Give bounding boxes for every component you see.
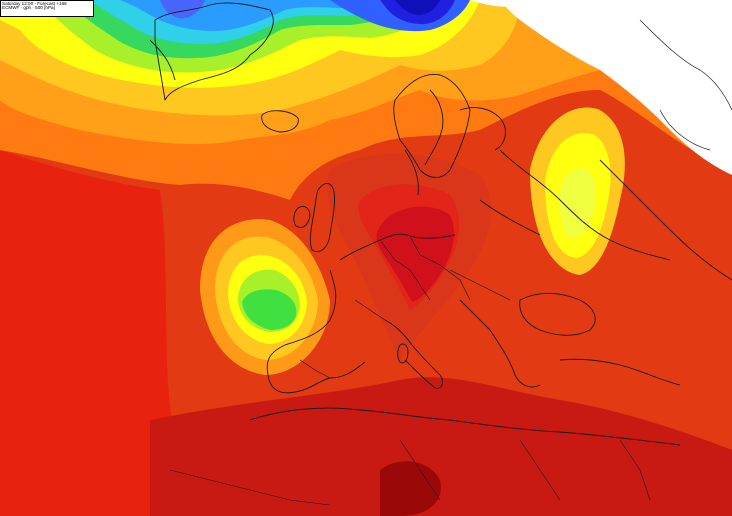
forecast-field-label: ECMWF · gph · 500 [hPa]	[2, 5, 55, 11]
forecast-info-box: Saturday 12:00 · Forecast +168 ECMWF · g…	[0, 0, 94, 17]
forecast-run-label: Saturday 12:00 · Forecast +168	[2, 0, 67, 6]
coastlines	[149, 2, 732, 506]
